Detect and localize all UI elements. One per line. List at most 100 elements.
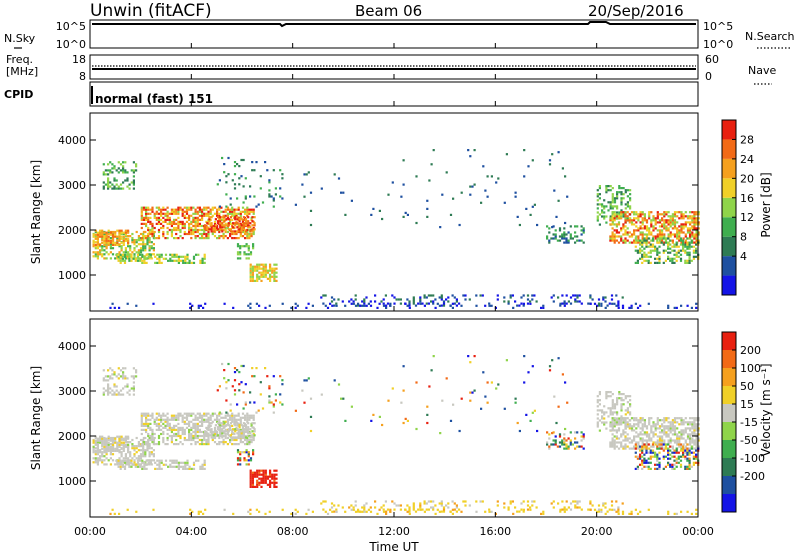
velocity-cell	[203, 436, 206, 440]
velocity-cell	[320, 393, 323, 396]
velocity-cell	[596, 413, 599, 416]
velocity-cell	[652, 421, 655, 424]
velocity-cell	[354, 500, 357, 503]
power-cell	[661, 231, 664, 234]
velocity-cell	[558, 441, 562, 444]
power-cell	[554, 237, 557, 240]
velocity-cell	[127, 437, 130, 440]
velocity-cell	[693, 431, 696, 434]
velocity-cell	[127, 449, 130, 452]
velocity-cell	[641, 451, 644, 454]
velocity-cell	[229, 436, 232, 439]
velocity-cell	[104, 389, 107, 392]
power-cell	[626, 203, 629, 206]
velocity-cell	[145, 430, 148, 434]
velocity-cell	[216, 443, 219, 446]
velocity-cell	[661, 431, 664, 434]
power-cell	[96, 247, 99, 250]
velocity-cell	[648, 439, 651, 442]
velocity-cell	[647, 465, 650, 468]
velocity-cell	[693, 417, 696, 420]
velocity-cell	[641, 429, 644, 432]
velocity-cell	[665, 417, 668, 420]
power-cell	[262, 265, 265, 268]
velocity-ytick-label: 2000	[58, 430, 86, 443]
power-cell	[122, 161, 125, 164]
power-cell	[218, 230, 221, 234]
velocity-cell	[479, 500, 482, 503]
power-cell	[103, 253, 106, 256]
velocity-cell	[213, 434, 217, 438]
power-cell	[643, 259, 646, 262]
velocity-cell	[239, 418, 242, 421]
power-cell	[690, 241, 693, 244]
power-cell	[109, 169, 112, 172]
power-cell	[145, 212, 148, 215]
power-cell	[252, 220, 255, 223]
power-cell	[114, 233, 117, 236]
power-cell	[189, 306, 192, 309]
power-cell	[337, 177, 341, 180]
velocity-cell	[564, 381, 567, 384]
velocity-cell	[139, 449, 143, 452]
velocity-cell	[160, 428, 163, 431]
power-cell	[671, 245, 674, 248]
power-cell	[151, 224, 154, 228]
velocity-cell	[645, 441, 649, 444]
velocity-cell	[237, 414, 240, 417]
velocity-cell	[99, 439, 102, 442]
power-cell	[152, 235, 155, 238]
power-cell	[155, 237, 158, 240]
velocity-cell	[569, 441, 572, 444]
velocity-cell	[395, 504, 398, 507]
power-cell	[109, 243, 112, 246]
power-cell	[224, 235, 227, 238]
velocity-cell	[664, 455, 667, 458]
power-cell	[233, 183, 237, 186]
velocity-cell	[482, 371, 485, 374]
velocity-cell	[207, 438, 210, 442]
velocity-cell	[620, 397, 623, 400]
power-cell	[526, 294, 530, 297]
power-cell	[569, 225, 572, 228]
velocity-cell	[684, 449, 687, 452]
power-cell	[669, 247, 672, 250]
power-cell	[665, 225, 668, 228]
velocity-cell	[690, 451, 693, 454]
velocity-cell	[678, 417, 681, 420]
power-cell	[451, 294, 454, 297]
velocity-cell	[682, 443, 685, 446]
velocity-cell	[671, 439, 674, 442]
velocity-cell	[183, 428, 186, 431]
velocity-cell	[152, 441, 155, 444]
power-cell	[611, 227, 614, 230]
power-cell	[523, 149, 526, 152]
velocity-cell	[186, 459, 189, 462]
velocity-cell	[157, 443, 161, 446]
power-cell	[170, 208, 173, 211]
velocity-cell	[656, 463, 659, 466]
power-cell	[111, 183, 114, 186]
velocity-cell	[115, 385, 118, 388]
velocity-cell	[107, 375, 110, 378]
power-cell	[554, 233, 557, 236]
velocity-cell	[218, 414, 221, 417]
power-cell	[378, 302, 381, 305]
power-cell	[111, 230, 115, 234]
velocity-cell	[626, 445, 629, 448]
power-cell	[620, 187, 623, 190]
power-cell	[247, 249, 250, 252]
velocity-cell	[116, 463, 119, 466]
velocity-cell	[140, 416, 143, 419]
velocity-cell	[155, 412, 158, 415]
velocity-cell	[601, 409, 604, 412]
power-cell	[105, 239, 108, 242]
velocity-cell	[676, 427, 679, 430]
velocity-cell	[147, 441, 150, 444]
power-cell	[244, 228, 247, 232]
velocity-cell	[333, 379, 336, 382]
power-cell	[232, 222, 235, 225]
velocity-cell	[453, 502, 456, 505]
velocity-cell	[240, 434, 243, 437]
power-cell	[686, 247, 689, 250]
